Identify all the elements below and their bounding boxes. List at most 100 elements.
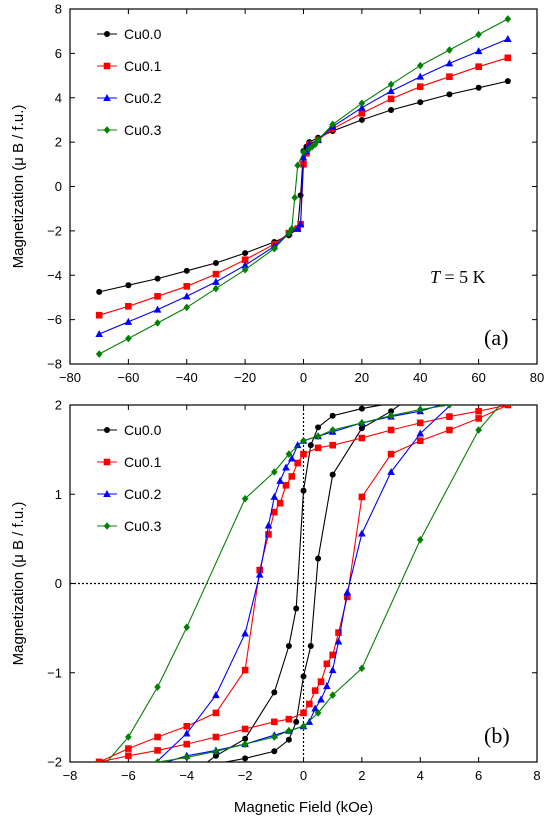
data-point: [288, 473, 296, 480]
data-point: [475, 63, 482, 70]
x-tick-label: 0: [300, 370, 307, 385]
data-point: [358, 529, 366, 537]
data-point: [475, 30, 482, 39]
data-point: [255, 570, 264, 578]
legend-marker: [103, 490, 111, 497]
data-point: [311, 704, 319, 712]
data-point: [328, 666, 337, 674]
legend-marker: [104, 31, 110, 37]
data-point: [182, 729, 191, 737]
legend-label: Cu0.3: [124, 518, 162, 534]
data-point: [212, 733, 220, 741]
data-point: [183, 740, 191, 748]
series-Cu0-0: [206, 398, 409, 762]
panel-label: (a): [484, 325, 508, 350]
data-point: [285, 642, 292, 649]
x-tick-label: 20: [355, 370, 369, 385]
y-tick-label: 0: [55, 576, 62, 591]
data-point: [241, 494, 249, 503]
legend-label: Cu0.1: [124, 454, 162, 470]
data-point: [306, 144, 313, 153]
x-tick-label: 6: [475, 768, 482, 783]
data-point: [293, 718, 300, 725]
data-point: [416, 429, 425, 437]
data-point: [416, 83, 424, 90]
legend: Cu0.0 Cu0.1 Cu0.2 Cu0.3: [97, 26, 162, 138]
data-point: [446, 413, 453, 420]
data-point: [343, 588, 352, 596]
data-point: [358, 405, 365, 412]
legend-label: Cu0.2: [124, 90, 162, 106]
data-point: [315, 555, 322, 562]
legend-label: Cu0.0: [124, 422, 162, 438]
data-point: [329, 441, 336, 449]
data-point: [241, 725, 249, 733]
data-point: [125, 745, 132, 752]
data-point: [183, 267, 190, 274]
y-tick-label: −6: [47, 312, 62, 327]
data-point: [343, 593, 351, 601]
data-point: [96, 767, 103, 775]
data-point: [505, 392, 512, 400]
series-Cu0-3: [96, 392, 512, 775]
data-point: [293, 224, 302, 232]
data-point: [329, 471, 336, 478]
data-point: [504, 34, 512, 42]
data-point: [285, 450, 293, 458]
data-point: [96, 288, 103, 295]
data-point: [358, 425, 365, 432]
series-line: [99, 80, 508, 293]
data-point: [504, 54, 512, 62]
data-point: [446, 405, 453, 409]
panel-b: −8 −6 −4 −2 0 2 4 6 8 −2 −1 0 1 2 Magnetization (μ B /…: [10, 392, 541, 817]
data-point: [212, 260, 219, 267]
data-point: [276, 476, 284, 484]
legend-label: Cu0.2: [124, 486, 162, 502]
data-point: [95, 758, 103, 762]
data-point: [183, 723, 191, 730]
series-Cu0-1: [95, 405, 512, 762]
data-point: [293, 605, 300, 612]
data-point: [300, 722, 307, 731]
data-point: [296, 220, 305, 228]
x-tick-label: −2: [238, 768, 253, 783]
series-line: [106, 405, 501, 762]
x-tick-label: −6: [121, 768, 136, 783]
data-point: [291, 193, 299, 202]
data-point: [212, 691, 220, 699]
data-point: [297, 192, 304, 199]
data-point: [242, 755, 249, 762]
y-tick-label: −2: [47, 223, 62, 238]
x-tick-label: 0: [300, 768, 307, 783]
y-tick-label: 8: [55, 2, 62, 17]
data-point: [329, 120, 336, 129]
x-tick-label: −20: [234, 370, 256, 385]
data-point: [446, 426, 453, 434]
data-point: [317, 695, 325, 703]
data-point: [403, 398, 409, 404]
data-point: [446, 91, 453, 98]
temperature-symbol: T: [430, 267, 442, 287]
data-point: [183, 283, 191, 290]
data-point: [125, 282, 132, 289]
data-point: [271, 244, 278, 253]
x-tick-label: −80: [59, 370, 81, 385]
data-point: [504, 78, 511, 85]
x-tick-label: −4: [179, 768, 194, 783]
data-point: [241, 740, 249, 748]
data-point: [212, 752, 219, 759]
legend-marker: [103, 126, 111, 134]
data-point: [148, 762, 156, 769]
data-point: [329, 651, 336, 659]
data-point: [241, 629, 249, 637]
y-axis-title: Magnetization (μ B / f.u.): [10, 105, 27, 269]
x-tick-label: −8: [63, 768, 78, 783]
data-point: [154, 747, 161, 754]
data-point: [504, 15, 512, 23]
data-point: [416, 61, 424, 70]
data-point: [388, 106, 395, 113]
data-point: [475, 407, 482, 415]
data-point: [387, 450, 395, 458]
series-Cu0-2: [95, 34, 512, 338]
data-point: [387, 80, 395, 89]
